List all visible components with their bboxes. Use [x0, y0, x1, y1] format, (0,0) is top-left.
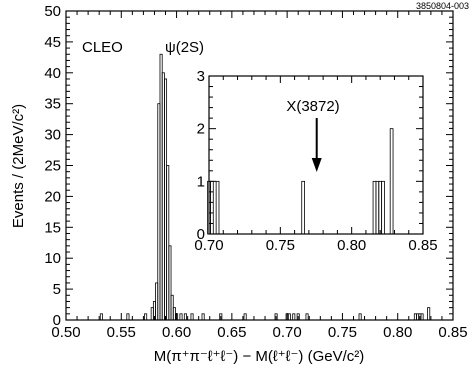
y-tick-label: 10 [44, 250, 61, 267]
y-tick-label: 40 [44, 65, 61, 82]
histogram-bin [296, 313, 300, 321]
y-tick-label: 1 [197, 173, 205, 190]
x-tick-label: 0.55 [107, 324, 136, 341]
x-tick-label: 0.80 [337, 237, 366, 254]
x-axis-label: M(π⁺π⁻ℓ⁺ℓ⁻) − M(ℓ⁺ℓ⁻) (GeV/c²) [154, 348, 365, 365]
experiment-label: CLEO [82, 39, 123, 56]
histogram-bin [305, 313, 309, 321]
y-tick-label: 5 [53, 281, 61, 298]
histogram-bin [190, 313, 194, 321]
x-tick-label: 0.70 [194, 237, 223, 254]
y-tick-label: 0 [53, 312, 61, 329]
x3872-label: X(3872) [286, 98, 339, 115]
x-tick-label: 0.70 [273, 324, 302, 341]
y-axis-label: Events / (2MeV/c²) [10, 104, 27, 228]
y-tick-label: 35 [44, 96, 61, 113]
histogram-bin [201, 313, 205, 321]
x-tick-label: 0.75 [266, 237, 295, 254]
y-tick-label: 25 [44, 158, 61, 175]
inset-ticks [208, 75, 424, 235]
x-tick-label: 0.60 [162, 324, 191, 341]
histogram-bin [427, 307, 431, 321]
histogram-bin [358, 313, 362, 321]
x3872-arrow [311, 118, 322, 172]
histogram-bin [175, 313, 179, 321]
histogram-bin [243, 313, 247, 321]
main-plot: 0.50 0.55 0.60 0.65 0.70 0.75 0.80 0.8505101520… [10, 3, 468, 365]
y-tick-label: 0 [197, 226, 205, 243]
inset-plot: 0.70 0.75 0.80 0.85 0 1 2 3 X(3872) [194, 68, 437, 254]
histogram-bin [420, 313, 424, 321]
y-tick-label: 2 [197, 121, 205, 138]
inset-frame [208, 75, 424, 235]
x-tick-label: 0.85 [408, 237, 437, 254]
histogram-bin [126, 313, 130, 321]
histogram-bin [274, 313, 278, 321]
y-tick-label: 50 [44, 3, 61, 20]
main-histogram [99, 53, 431, 321]
histogram-bin [287, 313, 291, 321]
y-tick-label: 15 [44, 219, 61, 236]
x-tick-label: 0.80 [383, 324, 412, 341]
y-tick-label: 30 [44, 127, 61, 144]
histogram-bin [292, 313, 296, 321]
arrow-head [311, 158, 322, 172]
x-tick-label: 0.85 [438, 324, 467, 341]
histogram-bin [179, 313, 183, 321]
main-ticks [65, 10, 454, 321]
y-tick-label: 45 [44, 34, 61, 51]
y-tick-label: 20 [44, 188, 61, 205]
x-tick-label: 0.50 [51, 324, 80, 341]
histogram-bin [168, 245, 172, 321]
psi2s-label: ψ(2S) [165, 39, 204, 56]
x-tick-label: 0.65 [217, 324, 246, 341]
histogram-bin [99, 313, 103, 321]
x-tick-label: 0.75 [328, 324, 357, 341]
histogram-bin [166, 165, 170, 321]
inset-tick-labels: 0.70 0.75 0.80 0.85 0 1 2 3 [194, 68, 437, 254]
histogram-bin [219, 313, 223, 321]
histogram-bin [144, 313, 148, 321]
histogram-bin [183, 313, 187, 321]
y-tick-label: 3 [197, 68, 205, 85]
main-tick-labels: 0.50 0.55 0.60 0.65 0.70 0.75 0.80 0.8505101520… [44, 3, 467, 341]
figure-id: 3850804-003 [416, 1, 469, 11]
